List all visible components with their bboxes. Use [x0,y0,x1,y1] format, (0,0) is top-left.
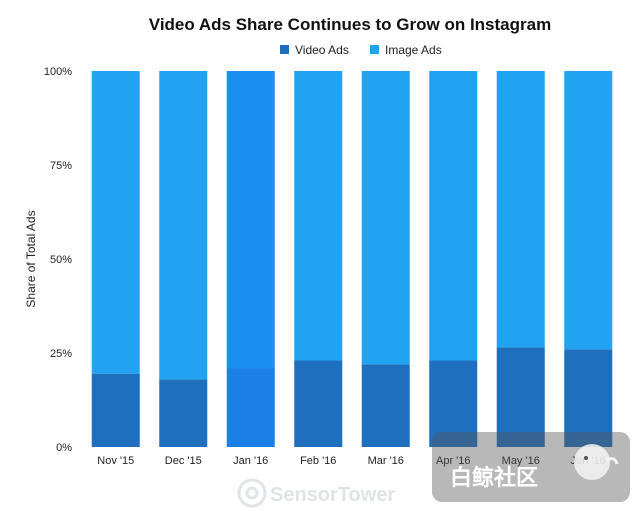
x-tick-label: Apr '16 [436,455,471,467]
x-tick-label: Nov '15 [97,455,134,467]
bar-image-ads [496,71,545,348]
x-tick-label: Dec '15 [165,455,202,467]
legend-swatch-video-ads [280,45,289,54]
y-tick-label: 100% [44,66,72,78]
bars [91,71,613,447]
x-tick-label: May '16 [502,455,540,467]
sensortower-logo-text: SensorTower [270,484,395,506]
bar-video-ads [159,379,208,447]
sensortower-logo-icon [237,478,267,508]
bar-image-ads [564,71,613,350]
x-tick-label: Jan '16 [233,455,268,467]
bar-image-ads [294,71,343,361]
y-tick-label: 75% [50,160,72,172]
bar-video-ads [564,349,613,447]
legend: Video Ads Image Ads [280,43,442,57]
whale-icon [574,444,610,480]
sensortower-watermark: SensorTower [237,478,395,508]
y-axis-ticks: 0% 25% 50% 75% 100% [44,66,72,454]
legend-label-video-ads: Video Ads [295,43,349,57]
bar-video-ads [429,360,478,447]
bar-video-ads [361,364,410,447]
y-tick-label: 50% [50,254,72,266]
community-badge: 白鲸社区 [432,432,630,502]
bar-video-ads [496,347,545,447]
bar-image-ads [91,71,140,374]
bar-video-ads [91,373,140,447]
bar-video-ads [294,360,343,447]
bar-image-ads [361,71,410,365]
legend-swatch-image-ads [370,45,379,54]
bar-image-ads [226,71,275,369]
bar-image-ads [159,71,208,380]
bar-video-ads [226,368,275,447]
y-axis-label: Share of Total Ads [24,210,38,307]
bar-image-ads [429,71,478,361]
y-tick-label: 25% [50,348,72,360]
y-tick-label: 0% [56,442,72,454]
x-tick-label: Mar '16 [368,455,404,467]
x-tick-label: Feb '16 [300,455,336,467]
chart-title: Video Ads Share Continues to Grow on Ins… [149,15,551,34]
community-badge-text: 白鲸社区 [450,465,538,490]
legend-label-image-ads: Image Ads [385,43,442,57]
